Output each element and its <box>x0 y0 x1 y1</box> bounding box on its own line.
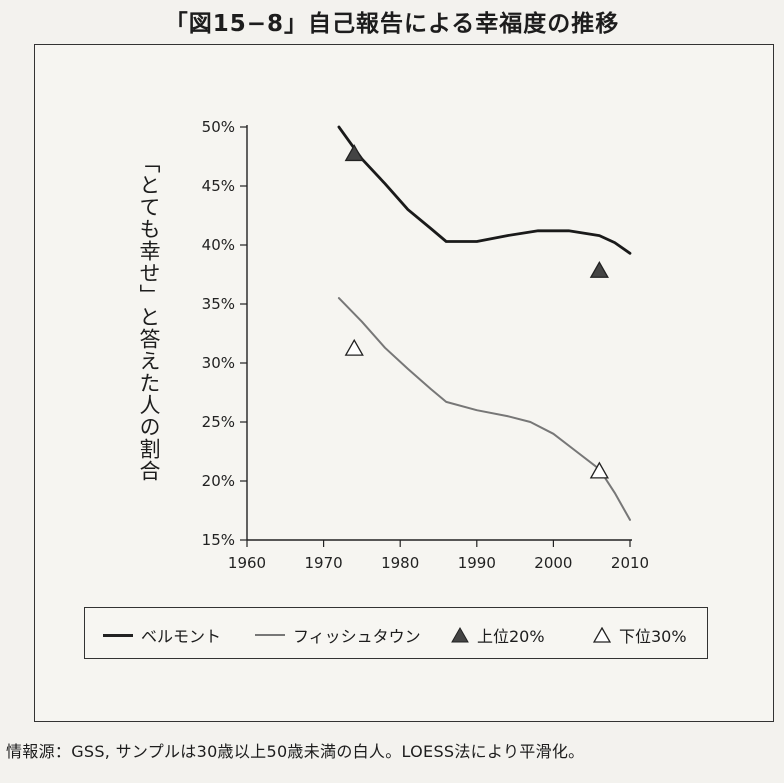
hollow-triangle-icon <box>593 627 611 643</box>
y-tick-label: 25% <box>202 413 235 431</box>
y-tick-label: 50% <box>202 118 235 136</box>
x-tick-label: 1970 <box>305 554 343 572</box>
legend-label-fishtown: フィッシュタウン <box>293 627 421 646</box>
legend-item-top20: 上位20% <box>451 623 545 647</box>
series-line-belmont <box>337 125 632 255</box>
legend-label-top20: 上位20% <box>477 627 545 646</box>
marker-bottom30 <box>344 338 364 356</box>
y-tick-label: 45% <box>202 177 235 195</box>
y-tick-label: 30% <box>202 354 235 372</box>
x-tick-label: 2010 <box>611 554 649 572</box>
legend-swatch-belmont <box>103 633 133 637</box>
legend-label-belmont: ベルモント <box>141 627 222 646</box>
filled-triangle-icon <box>451 627 469 643</box>
legend-item-fishtown: フィッシュタウン <box>255 623 421 647</box>
y-tick-label: 40% <box>202 236 235 254</box>
y-tick-label: 20% <box>202 472 235 490</box>
legend-item-bottom30: 下位30% <box>593 623 687 647</box>
source-note: 情報源：GSS, サンプルは30歳以上50歳未満の白人。LOESS法により平滑化… <box>6 742 585 761</box>
marker-bottom30 <box>589 461 609 479</box>
chart-title: 「図15−8」自己報告による幸福度の推移 <box>164 11 620 37</box>
legend-item-belmont: ベルモント <box>103 623 221 647</box>
x-tick-label: 1980 <box>381 554 419 572</box>
x-tick-label: 2000 <box>534 554 572 572</box>
legend: ベルモント フィッシュタウン 上位20% 下位30% <box>84 607 708 659</box>
marker-top20 <box>344 144 364 162</box>
x-tick-label: 1990 <box>458 554 496 572</box>
y-axis-label: 「とても幸せ」と答えた人の割合 <box>137 152 161 482</box>
y-tick-label: 15% <box>202 531 235 549</box>
legend-label-bottom30: 下位30% <box>619 627 687 646</box>
legend-swatch-fishtown <box>255 634 285 636</box>
x-tick-label: 1960 <box>228 554 266 572</box>
series-line-fishtown <box>337 297 631 521</box>
marker-top20 <box>589 260 609 278</box>
y-tick-label: 35% <box>202 295 235 313</box>
